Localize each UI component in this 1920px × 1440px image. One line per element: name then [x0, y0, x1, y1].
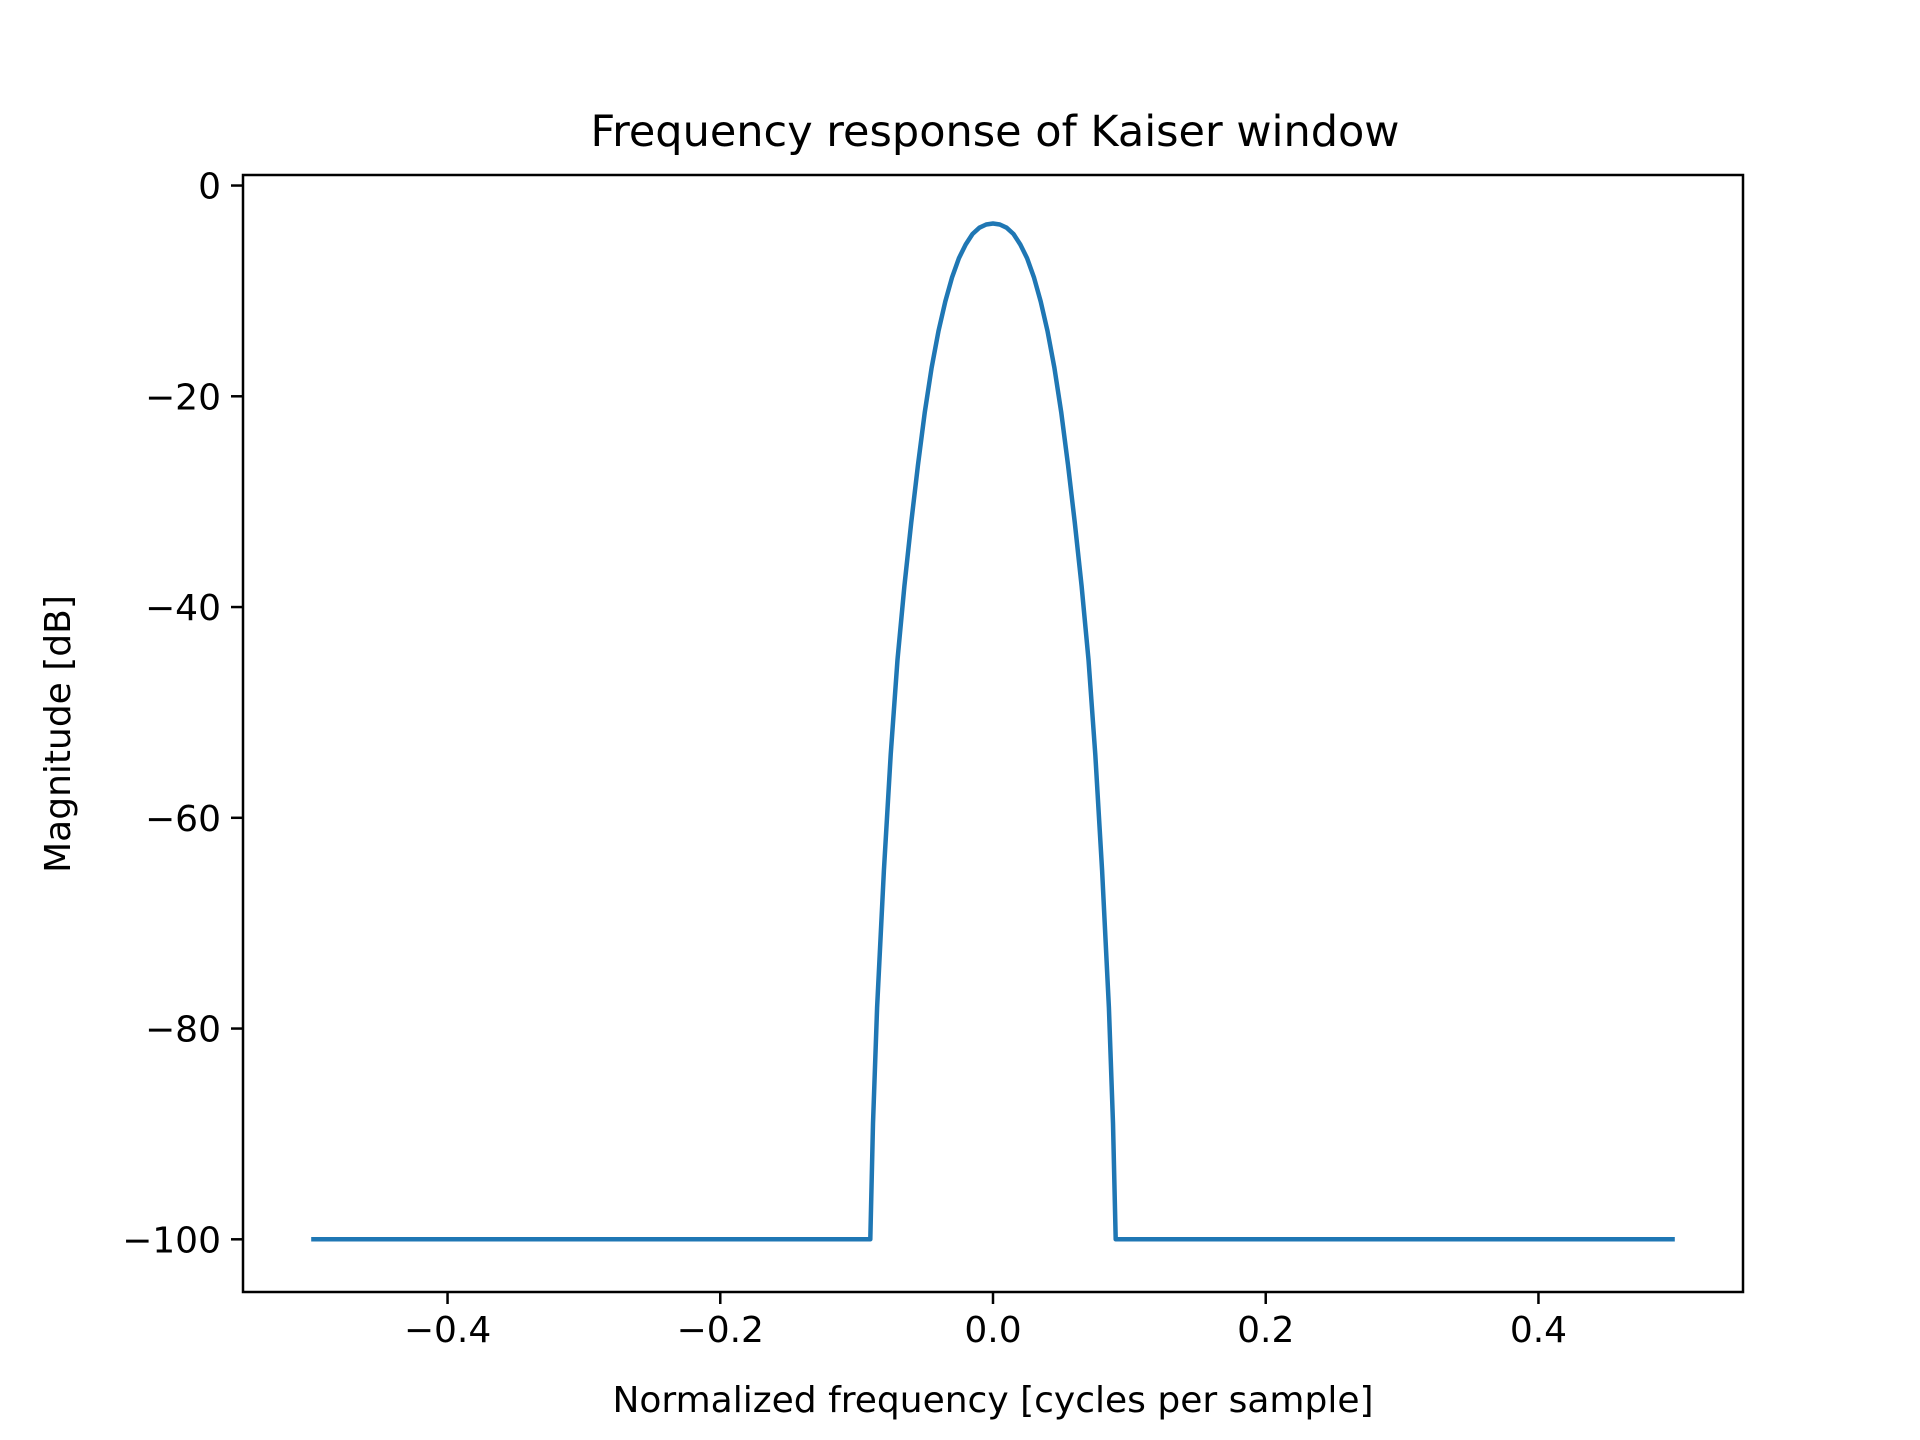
x-tick-label: 0.0 — [964, 1310, 1021, 1351]
chart-title: Frequency response of Kaiser window — [591, 107, 1400, 157]
y-tick-label: −60 — [145, 799, 221, 840]
y-axis-label: Magnitude [dB] — [38, 595, 79, 873]
x-tick-label: 0.2 — [1237, 1310, 1294, 1351]
x-axis-label: Normalized frequency [cycles per sample] — [612, 1380, 1373, 1421]
y-tick-label: −40 — [145, 588, 221, 629]
x-tick-label: 0.4 — [1510, 1310, 1567, 1351]
axes-frame — [241, 173, 1745, 1294]
y-tick-label: −80 — [145, 1010, 221, 1051]
y-tick-label: −100 — [122, 1220, 221, 1261]
y-tick-label: 0 — [198, 167, 221, 208]
x-tick-label: −0.2 — [677, 1310, 764, 1351]
series-line-0 — [311, 221, 1675, 1242]
y-tick-label: −20 — [145, 377, 221, 418]
x-tick-label: −0.4 — [404, 1310, 491, 1351]
